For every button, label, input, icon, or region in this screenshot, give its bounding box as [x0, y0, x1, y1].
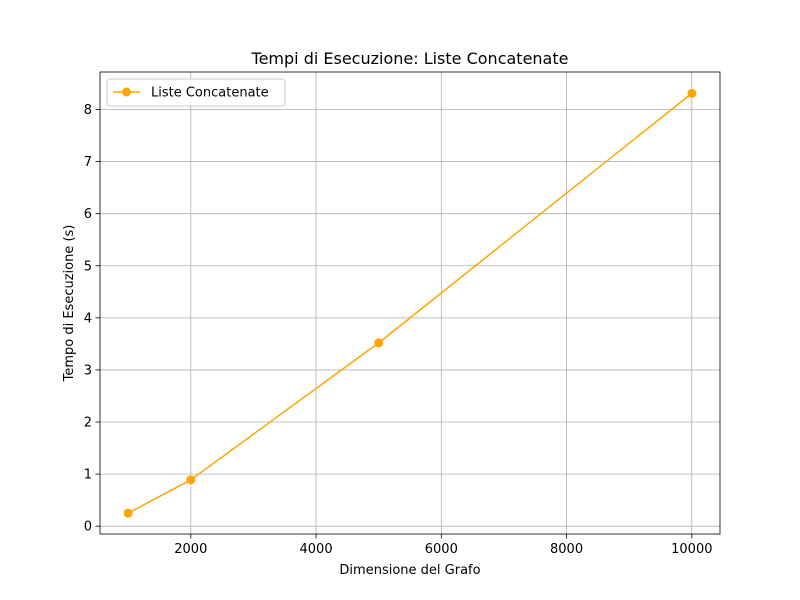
y-tick-label: 0	[84, 520, 92, 535]
x-tick-label: 8000	[550, 542, 583, 557]
y-tick-label: 2	[84, 416, 92, 431]
x-tick-label: 2000	[174, 542, 207, 557]
series-layer	[123, 88, 697, 518]
ticks: 2000 4000 6000 8000 10000 0 1 2 3 4 5 6 7 8	[84, 103, 713, 557]
y-tick-label: 1	[84, 468, 92, 483]
x-axis-label: Dimensione del Grafo	[339, 563, 480, 578]
plot-frame	[99, 71, 721, 535]
y-tick-label: 3	[84, 363, 92, 378]
y-tick-label: 5	[84, 259, 92, 274]
x-tick-label: 4000	[300, 542, 333, 557]
legend-marker-swatch	[122, 87, 131, 97]
data-point	[374, 338, 384, 348]
y-axis-label: Tempo di Esecuzione (s)	[62, 225, 77, 383]
data-point	[123, 508, 133, 518]
legend: Liste Concatenate	[106, 78, 286, 107]
legend-label: Liste Concatenate	[151, 86, 269, 101]
data-point	[186, 475, 196, 485]
chart-title: Tempi di Esecuzione: Liste Concatenate	[251, 49, 569, 68]
y-tick-label: 8	[84, 103, 92, 118]
y-tick-label: 7	[84, 155, 92, 170]
plot-area	[100, 72, 720, 534]
data-point	[687, 88, 697, 98]
y-tick-label: 4	[84, 311, 92, 326]
y-tick-label: 6	[84, 207, 92, 222]
x-tick-label: 10000	[671, 542, 712, 557]
legend-box	[106, 78, 286, 107]
series-line	[127, 92, 693, 514]
x-tick-label: 6000	[425, 542, 458, 557]
